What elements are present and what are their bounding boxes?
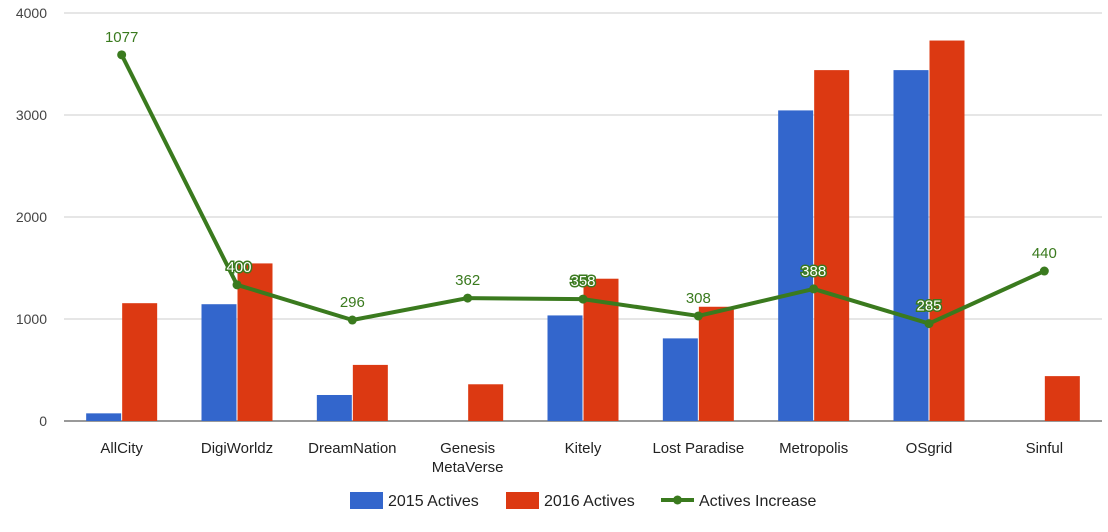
legend-item: 2016 Actives [506, 492, 635, 510]
line-point-0 [117, 50, 127, 60]
x-tick-label: Lost Paradise [652, 440, 744, 457]
bar-2015-1 [201, 304, 237, 421]
data-label: 1077 [105, 29, 138, 46]
line-point-8 [1039, 266, 1049, 276]
data-label: 400 [226, 259, 251, 276]
bar-2016-5 [698, 306, 734, 421]
bar-2015-5 [662, 338, 698, 421]
bar-2015-6 [778, 110, 814, 421]
bar-2015-2 [316, 394, 352, 421]
y-tick-label: 1000 [16, 311, 47, 327]
legend-item: Actives Increase [661, 493, 816, 510]
bar-2016-2 [352, 364, 388, 421]
bar-2015-4 [547, 315, 583, 421]
y-tick-label: 0 [39, 413, 47, 429]
x-tick-label: Metropolis [779, 440, 848, 457]
x-tick-label: AllCity [100, 440, 143, 457]
x-tick-label: DreamNation [308, 440, 396, 457]
data-label: 440 [1032, 245, 1057, 262]
bar-2015-0 [86, 413, 122, 421]
legend-label: 2016 Actives [544, 493, 635, 510]
bar-2016-0 [122, 303, 158, 421]
legend-label: 2015 Actives [388, 493, 479, 510]
legend-swatch-dot [673, 495, 682, 505]
x-tick-label: Kitely [565, 440, 602, 457]
data-label: 296 [340, 294, 365, 311]
data-label: 285 [916, 298, 941, 315]
legend-swatch [350, 492, 383, 509]
y-tick-label: 2000 [16, 209, 47, 225]
bar-2016-8 [1044, 376, 1080, 421]
data-label: 362 [455, 272, 480, 289]
legend-item: 2015 Actives [350, 492, 479, 510]
legend-label: Actives Increase [699, 493, 816, 510]
line-point-1 [232, 280, 242, 290]
line-point-6 [809, 284, 819, 294]
line-point-4 [578, 294, 588, 304]
line-point-7 [924, 319, 934, 329]
x-tick-label: MetaVerse [432, 459, 504, 476]
bar-2016-7 [929, 40, 965, 421]
data-label: 358 [570, 273, 595, 290]
x-tick-label: DigiWorldz [201, 440, 273, 457]
bar-2015-7 [893, 70, 929, 422]
line-point-5 [693, 311, 703, 321]
bar-2016-3 [468, 384, 504, 421]
line-point-3 [463, 293, 473, 303]
data-label: 308 [686, 290, 711, 307]
line-point-2 [347, 315, 357, 325]
y-tick-label: 4000 [16, 5, 47, 21]
bar-2016-6 [814, 70, 850, 422]
x-tick-label: Genesis [440, 440, 495, 457]
x-tick-label: OSgrid [906, 440, 953, 457]
y-tick-label: 3000 [16, 107, 47, 123]
legend-swatch [506, 492, 539, 509]
data-label: 388 [801, 263, 826, 280]
x-tick-label: Sinful [1026, 440, 1064, 457]
